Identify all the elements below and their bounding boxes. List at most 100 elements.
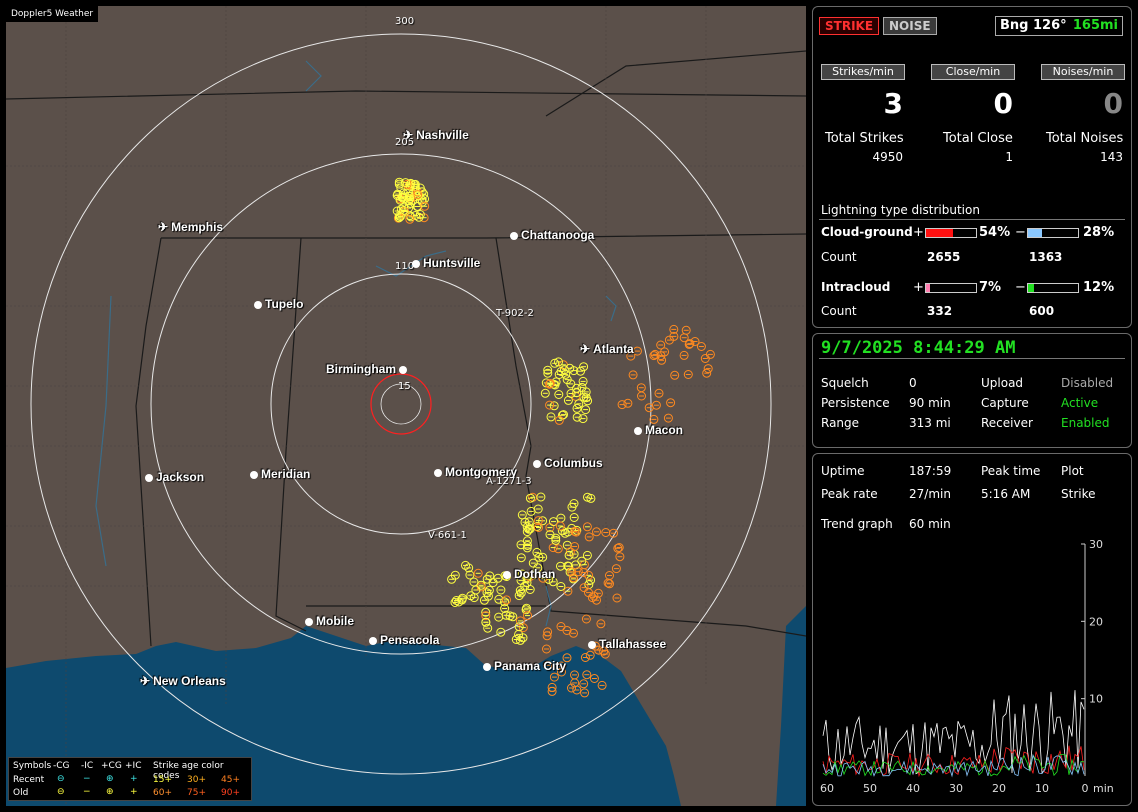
strike-marker <box>576 366 585 376</box>
strike-marker <box>582 522 592 532</box>
lightning-map[interactable]: Doppler5 Weather 300 205 110 15 ✈ Nashvil… <box>6 6 806 806</box>
strike-marker <box>557 526 567 536</box>
strike-marker <box>660 347 670 357</box>
strike-marker <box>395 212 405 222</box>
close-per-min-header[interactable]: Close/min <box>931 64 1015 80</box>
airport-icon: ✈ <box>580 342 591 356</box>
strike-marker <box>521 605 531 615</box>
strike-marker <box>481 617 491 627</box>
x-tick-label: 20 <box>992 782 1006 795</box>
capture-value[interactable]: Active <box>1061 396 1099 410</box>
upload-value[interactable]: Disabled <box>1061 376 1114 390</box>
y-tick-label: 20 <box>1089 615 1103 628</box>
trend-graph: 30 20 10 60 50 40 30 20 10 0 min <box>820 538 1114 795</box>
track-label[interactable]: A-1271-3 <box>486 476 532 487</box>
city-name: Panama City <box>494 659 567 673</box>
strike-marker <box>582 670 592 680</box>
strike-marker <box>670 370 680 380</box>
strike-marker <box>514 591 524 601</box>
strike-marker <box>522 522 532 532</box>
noise-toggle-button[interactable]: NOISE <box>883 17 937 35</box>
strike-marker <box>546 412 556 422</box>
strike-marker <box>582 550 592 560</box>
strike-marker <box>549 517 558 527</box>
receiver-label: Receiver <box>981 416 1033 430</box>
settings-panel: 9/7/2025 8:44:29 AM Squelch 0 Upload Dis… <box>812 333 1132 448</box>
receiver-value[interactable]: Enabled <box>1061 416 1110 430</box>
strike-marker <box>572 412 582 422</box>
cg-positive-pct: 54% <box>979 225 1011 240</box>
plot-label: Plot <box>1061 464 1084 478</box>
strike-marker <box>573 567 583 577</box>
total-strikes-label: Total Strikes <box>825 131 904 146</box>
airport-icon: ✈ <box>140 674 151 688</box>
strike-marker <box>578 376 588 386</box>
plot-value[interactable]: Strike <box>1061 487 1096 501</box>
strike-marker <box>579 568 589 577</box>
airport-icon: ✈ <box>158 220 169 234</box>
city-name: Tupelo <box>265 297 304 311</box>
strike-marker <box>511 635 521 644</box>
city-name: Dothan <box>514 567 556 581</box>
strike-marker <box>702 368 712 378</box>
trend-series <box>822 754 1085 777</box>
strike-marker <box>589 674 599 683</box>
strike-marker <box>500 597 509 607</box>
strike-toggle-button[interactable]: STRIKE <box>819 17 880 35</box>
legend-age: 30+ <box>187 775 206 785</box>
current-datetime: 9/7/2025 8:44:29 AM <box>821 338 1016 358</box>
legend-age: 15+ <box>153 775 172 785</box>
strike-marker <box>649 351 659 361</box>
legend-age: 45+ <box>221 775 240 785</box>
close-per-min-value: 0 <box>993 87 1013 120</box>
strike-marker <box>570 542 580 551</box>
strike-marker <box>528 558 538 568</box>
strike-marker <box>544 574 554 584</box>
strike-marker <box>554 390 564 399</box>
city-label: Chattanooga <box>510 228 594 242</box>
cloud-ground-label: Cloud-ground <box>821 225 913 239</box>
strike-marker <box>572 403 582 413</box>
city-label: Huntsville <box>412 256 480 270</box>
strike-marker <box>583 492 592 502</box>
ic-negative-count: 600 <box>1029 304 1055 318</box>
strike-marker <box>685 339 695 349</box>
strike-marker <box>525 524 535 534</box>
strike-marker <box>461 560 470 570</box>
strike-marker <box>566 379 576 389</box>
legend-type: +CG <box>101 761 122 771</box>
city-name: Tallahassee <box>599 637 667 651</box>
track-label[interactable]: V-661-1 <box>428 530 467 541</box>
trend-value: 60 min <box>909 517 951 531</box>
city-name: Mobile <box>316 614 354 628</box>
trend-series <box>822 753 1085 778</box>
peak-time-value: 5:16 AM <box>981 487 1031 501</box>
x-tick-label: 40 <box>906 782 920 795</box>
strike-marker <box>515 635 525 645</box>
strike-marker <box>451 596 461 605</box>
city-dot-icon <box>399 365 408 374</box>
strike-marker <box>394 213 404 223</box>
ring-label-15: 15 <box>398 381 411 392</box>
noises-per-min-header[interactable]: Noises/min <box>1041 64 1125 80</box>
track-label[interactable]: T-902-2 <box>496 308 534 319</box>
strike-marker <box>592 527 601 537</box>
strike-marker <box>569 628 578 638</box>
strikes-per-min-header[interactable]: Strikes/min <box>821 64 905 80</box>
strike-summary-panel: STRIKE NOISE Bng 126° 165mi Strikes/min … <box>812 6 1132 328</box>
city-dot-icon <box>533 459 541 468</box>
city-label: Meridian <box>250 467 310 481</box>
strike-marker <box>551 535 561 545</box>
strike-marker <box>580 688 590 698</box>
strike-marker <box>563 586 573 596</box>
distribution-title: Lightning type distribution <box>821 203 980 217</box>
strike-marker <box>696 342 706 351</box>
strike-marker <box>481 607 491 617</box>
strike-marker <box>679 350 689 360</box>
strike-marker <box>484 585 494 595</box>
strike-marker <box>568 573 578 583</box>
rivers <box>95 60 617 627</box>
strike-marker <box>557 410 567 420</box>
city-name: Huntsville <box>423 256 481 270</box>
strike-marker <box>532 547 542 557</box>
